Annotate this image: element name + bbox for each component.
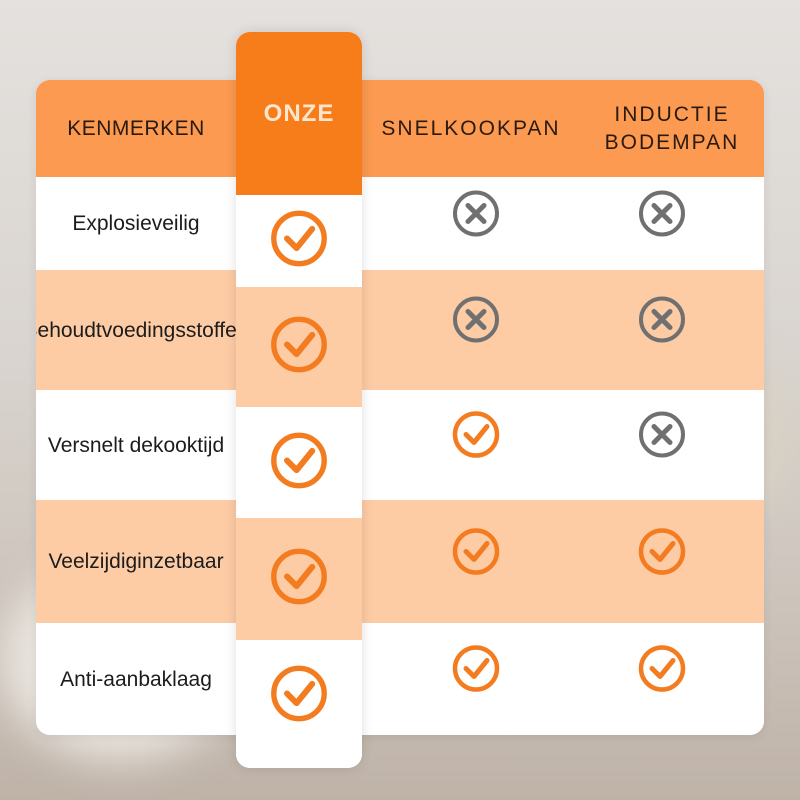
check-icon [637, 644, 687, 699]
feature-line: Veelzijdig [48, 550, 138, 573]
feature-line: voedingsstoffen [101, 318, 249, 342]
header-onze: ONZE [236, 32, 362, 195]
comparison-table: KENMERKEN SNELKOOKPAN INDUCTIE BODEMPAN … [36, 80, 764, 735]
our-product-cell [236, 407, 362, 518]
cross-icon [451, 295, 501, 350]
table-row: Explosieveilig [36, 177, 764, 270]
check-icon [451, 410, 501, 465]
our-product-cell [236, 518, 362, 640]
feature-line: inzetbaar [137, 550, 224, 573]
check-icon [637, 526, 687, 581]
cross-icon [637, 295, 687, 350]
our-product-cell [236, 287, 362, 407]
feature-label: Behoudtvoedingsstoffen [36, 270, 249, 390]
cross-icon [637, 410, 687, 465]
feature-line: Anti-aanbaklaag [60, 667, 212, 691]
cross-icon [637, 188, 687, 243]
feature-label: Anti-aanbaklaag [36, 623, 236, 735]
table-row: Anti-aanbaklaag [36, 623, 764, 735]
check-icon [269, 209, 329, 274]
header-inductie-bodempan: INDUCTIE BODEMPAN [580, 80, 764, 177]
feature-label: Veelzijdig inzetbaar [36, 500, 236, 623]
table-row: Veelzijdig inzetbaar [36, 500, 764, 623]
check-icon [269, 430, 329, 495]
header-line: INDUCTIE [614, 102, 730, 126]
feature-line: kooktijd [152, 433, 225, 457]
header-row: KENMERKEN SNELKOOKPAN INDUCTIE BODEMPAN [36, 80, 764, 177]
our-product-cell [236, 640, 362, 768]
feature-line: Explosieveilig [72, 212, 200, 235]
table-row: Versnelt de kooktijd [36, 390, 764, 500]
cross-icon [451, 188, 501, 243]
check-icon [269, 664, 329, 729]
check-icon [269, 547, 329, 612]
check-icon [451, 526, 501, 581]
our-product-column: ONZE [236, 32, 362, 768]
feature-line: Behoudt [36, 318, 102, 342]
feature-label: Explosieveilig [36, 177, 236, 270]
check-icon [269, 315, 329, 380]
feature-label: Versnelt de kooktijd [36, 390, 236, 500]
header-snelkookpan: SNELKOOKPAN [381, 116, 561, 140]
header-line: BODEMPAN [604, 130, 740, 154]
check-icon [451, 644, 501, 699]
our-product-cell [236, 195, 362, 287]
header-features: KENMERKEN [67, 116, 205, 140]
table-row: Behoudtvoedingsstoffen [36, 270, 764, 390]
feature-line: Versnelt de [47, 433, 153, 457]
